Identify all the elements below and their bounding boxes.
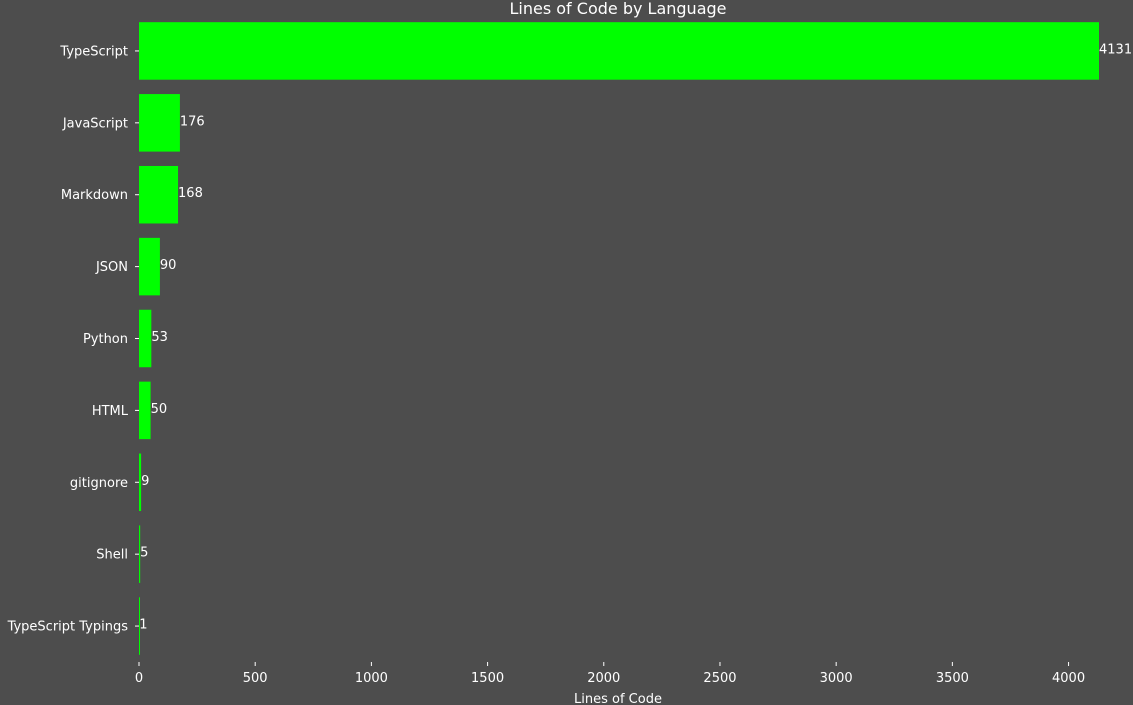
data-label: 50 [151,402,168,417]
y-tick-label: TypeScript Typings [7,620,129,635]
data-label: 1 [139,618,147,633]
x-tick-label: 1000 [355,671,388,686]
data-label: 5 [140,546,148,561]
y-tick-label: gitignore [70,476,128,491]
bars-group: 4131 176 168 90 53 50 9 5 1 [139,22,1132,655]
y-axis: TypeScript JavaScript Markdown JSON Python HT… [7,44,139,635]
bar-json [139,237,160,296]
y-tick-label: TypeScript [59,44,128,59]
x-tick-label: 500 [243,671,268,686]
y-tick-label: Python [83,332,128,347]
data-label: 90 [160,258,177,273]
y-tick-label: JavaScript [62,116,128,131]
bar-python [139,309,152,368]
y-tick-label: Shell [96,548,128,563]
data-label: 9 [141,474,149,489]
x-tick-label: 3000 [820,671,853,686]
bar-typescript-typings [139,597,140,655]
data-label: 53 [151,330,168,345]
x-tick-label: 2000 [587,671,620,686]
x-tick-label: 4000 [1052,671,1085,686]
y-tick-label: Markdown [61,188,128,203]
x-tick-label: 3500 [936,671,969,686]
bar-gitignore [139,453,142,512]
y-tick-label: JSON [95,260,128,275]
chart-title: Lines of Code by Language [510,0,727,18]
x-axis: 0 500 1000 1500 2000 2500 3000 3500 4000 [135,662,1085,686]
x-tick-label: 2500 [703,671,736,686]
x-axis-label: Lines of Code [574,692,662,705]
data-label: 176 [180,114,205,129]
x-tick-label: 0 [135,671,143,686]
bar-typescript [139,22,1099,80]
bar-shell [139,525,141,583]
bar-markdown [139,165,179,224]
y-tick-label: HTML [92,404,129,419]
bar-javascript [139,94,180,152]
data-label: 168 [178,186,203,201]
bar-html [139,381,151,440]
data-label: 4131 [1099,42,1132,57]
x-tick-label: 1500 [471,671,504,686]
